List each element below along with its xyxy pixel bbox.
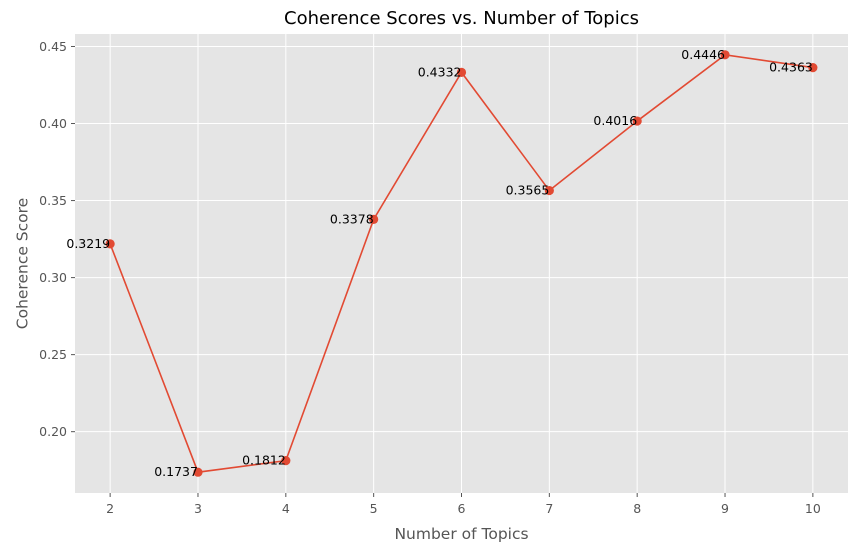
data-point — [105, 239, 115, 249]
data-label: 0.1737 — [154, 464, 198, 479]
data-label: 0.3378 — [330, 211, 374, 226]
data-point — [720, 50, 730, 60]
y-tick-label: 0.35 — [39, 193, 67, 208]
x-tick-label: 7 — [545, 501, 553, 516]
data-label: 0.4332 — [418, 64, 462, 79]
data-point — [456, 67, 467, 77]
data-label: 0.1812 — [242, 453, 286, 468]
data-label: 0.4363 — [769, 60, 813, 75]
x-tick-label: 6 — [458, 501, 466, 516]
series-line-group — [105, 50, 818, 477]
x-tick-label: 10 — [805, 501, 821, 516]
data-point — [281, 456, 291, 466]
y-tick-label: 0.25 — [39, 347, 67, 362]
data-point — [369, 214, 379, 224]
y-axis-label: Coherence Score — [13, 198, 31, 329]
data-point — [632, 116, 642, 126]
x-tick-label: 2 — [106, 501, 114, 516]
data-point — [544, 185, 554, 196]
x-tick-label: 9 — [721, 501, 729, 516]
x-tick-label: 5 — [370, 501, 378, 516]
data-label: 0.3219 — [66, 236, 110, 251]
x-tick-label: 4 — [282, 501, 290, 516]
x-axis-ticks: 2 3 4 5 6 7 8 9 10 — [106, 493, 821, 516]
y-tick-label: 0.40 — [39, 116, 67, 131]
data-labels: 0.3219 0.1737 0.1812 0.3378 0.4332 0.3565 0.40… — [66, 47, 812, 479]
x-axis-label: Number of Topics — [394, 525, 528, 543]
data-label: 0.4446 — [681, 47, 725, 62]
y-axis-ticks: 0.20 0.25 0.30 0.35 0.40 0.45 — [39, 39, 75, 439]
data-point — [808, 62, 818, 73]
data-point — [193, 467, 203, 477]
chart-title: Coherence Scores vs. Number of Topics — [284, 8, 639, 29]
x-tick-label: 8 — [633, 501, 641, 516]
y-tick-label: 0.30 — [39, 270, 67, 285]
y-tick-label: 0.20 — [39, 424, 67, 439]
grid-lines — [75, 34, 848, 493]
data-label: 0.3565 — [506, 183, 550, 198]
data-label: 0.4016 — [593, 113, 637, 128]
x-tick-label: 3 — [194, 501, 202, 516]
y-tick-label: 0.45 — [39, 39, 67, 54]
